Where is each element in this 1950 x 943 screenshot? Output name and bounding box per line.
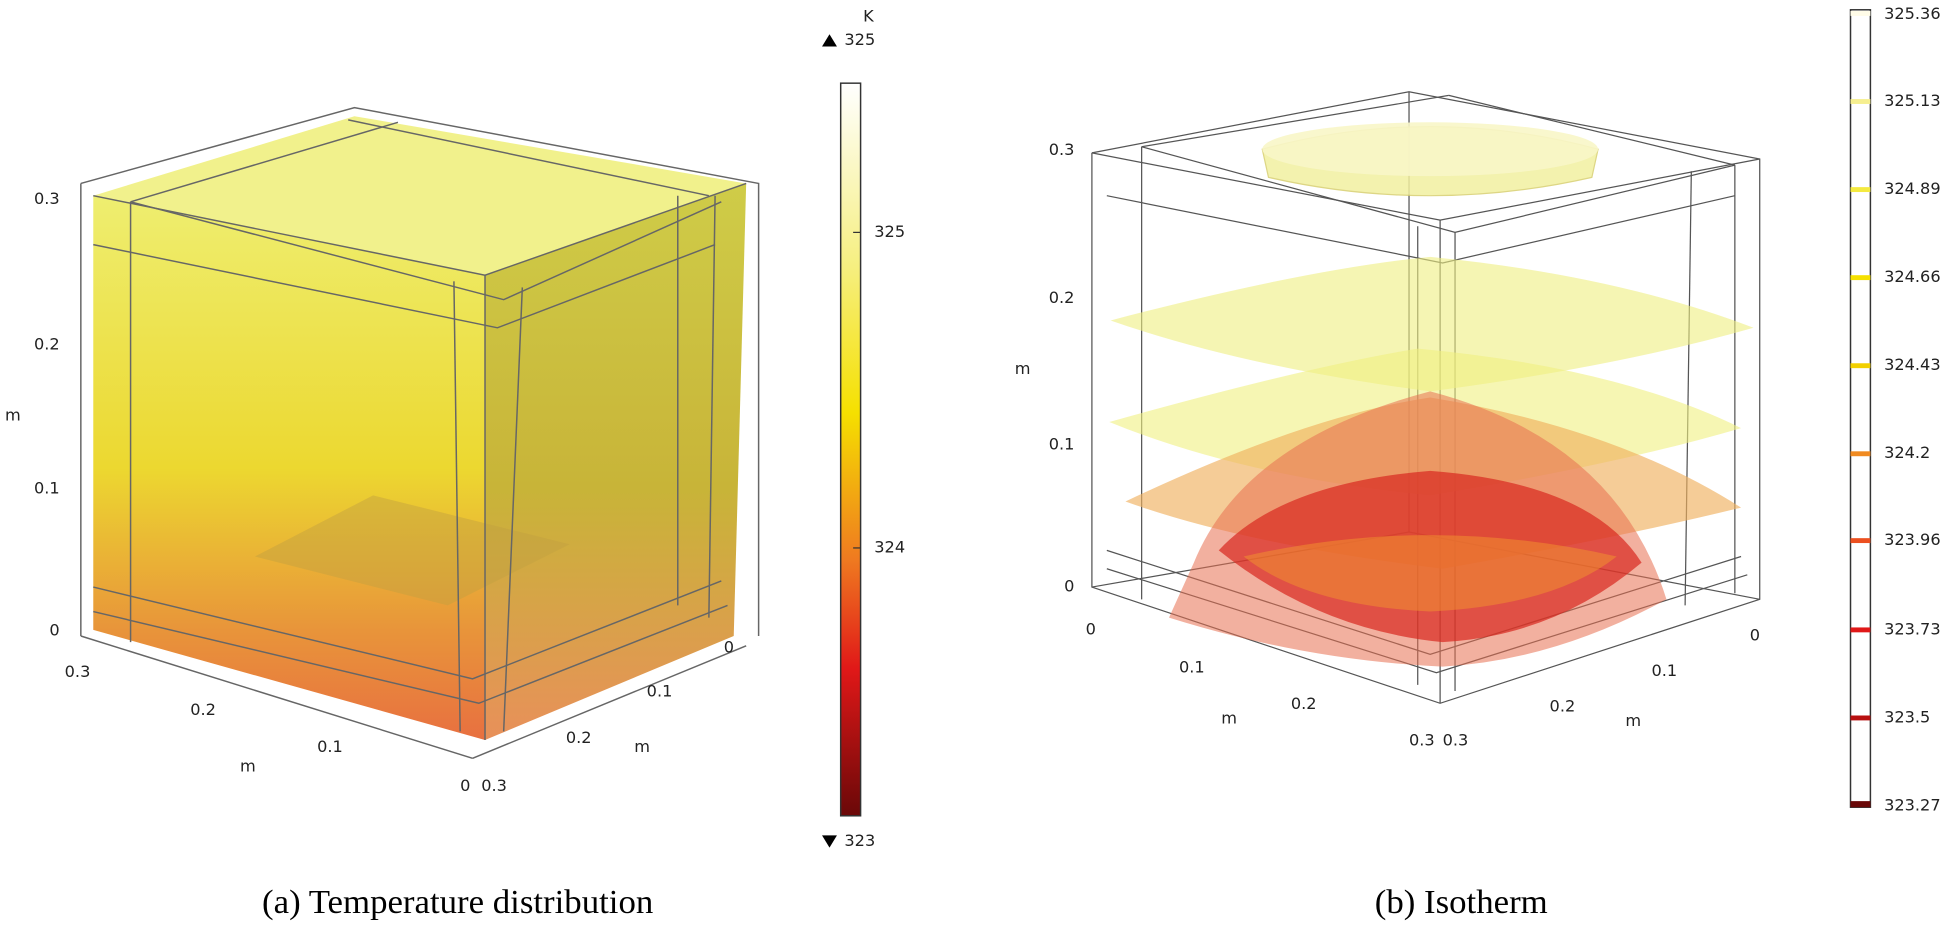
colorbar-max: 325 [844, 30, 875, 49]
colorbar-tick-label: 323.5 [1884, 708, 1930, 727]
colorbar-tick-label: 323.27 [1884, 796, 1941, 815]
colorbar-b: 325.36 325.13 324.89 324.66 324.43 324.2… [1849, 4, 1941, 815]
x-tick-label: 0.3 [1409, 731, 1435, 750]
axis-unit: m [240, 756, 256, 775]
colorbar-tick-label: 324.89 [1884, 179, 1941, 198]
colorbar-tick-label: 324.43 [1884, 355, 1941, 374]
y-tick-label: 0.3 [1443, 731, 1469, 750]
axis-unit: m [634, 737, 650, 756]
y-tick-label: 0.1 [1652, 661, 1678, 680]
z-tick-label: 0 [1064, 577, 1074, 596]
y-tick-label: 0.1 [647, 682, 673, 701]
colorbar-tick-label: 324 [874, 538, 905, 557]
x-tick-label: 0.1 [1179, 657, 1205, 676]
colorbar-tick-label: 325 [874, 222, 905, 241]
axis-unit: m [1625, 711, 1641, 730]
colorbar-tick-label: 325.13 [1884, 91, 1941, 110]
z-tick-label: 0.2 [1049, 288, 1075, 307]
colorbar-a: K 325 325 324 323 [822, 7, 905, 850]
caption: (b) Isotherm [1375, 883, 1548, 921]
colorbar-tick-label: 323.96 [1884, 530, 1941, 549]
x-tick-label: 0.2 [190, 700, 216, 719]
colorbar-tick-label: 324.66 [1884, 267, 1941, 286]
axis-unit: m [1015, 359, 1031, 378]
axis-labels-a: 0.3 0.2 0.1 0 m 0.3 0.2 0.1 0 m 0 0.1 0.… [5, 189, 734, 795]
colorbar-tick-label: 325.36 [1884, 4, 1941, 23]
colorbar-tick-label: 323.73 [1884, 619, 1941, 638]
y-tick-label: 0.2 [566, 728, 592, 747]
caption: (a) Temperature distribution [262, 883, 653, 921]
temperature-cube [80, 106, 760, 760]
y-tick-label: 0 [724, 638, 734, 657]
colorbar-tick-label: 324.2 [1884, 443, 1930, 462]
x-tick-label: 0 [1086, 619, 1096, 638]
z-tick-label: 0.2 [34, 334, 60, 353]
z-tick-label: 0 [49, 621, 59, 640]
y-tick-label: 0.3 [481, 776, 507, 795]
z-tick-label: 0.1 [34, 479, 60, 498]
x-tick-label: 0.1 [317, 737, 343, 756]
x-tick-label: 0.2 [1291, 694, 1317, 713]
y-tick-label: 0.2 [1550, 697, 1576, 716]
x-tick-label: 0 [460, 776, 470, 795]
z-tick-label: 0.3 [1049, 140, 1075, 159]
z-tick-label: 0.3 [34, 189, 60, 208]
x-tick-label: 0.3 [65, 662, 91, 681]
axis-unit: m [1221, 709, 1237, 728]
axis-labels-b: 0.3 0.2 0.1 0 m 0 0.1 0.2 0.3 m 0 0.1 0.… [1015, 140, 1760, 750]
z-tick-label: 0.1 [1049, 435, 1075, 454]
y-tick-label: 0 [1750, 626, 1760, 645]
axis-unit: m [5, 405, 21, 424]
colorbar-min: 323 [844, 831, 875, 850]
colorbar-unit: K [863, 7, 874, 26]
isosurfaces [1109, 122, 1754, 667]
